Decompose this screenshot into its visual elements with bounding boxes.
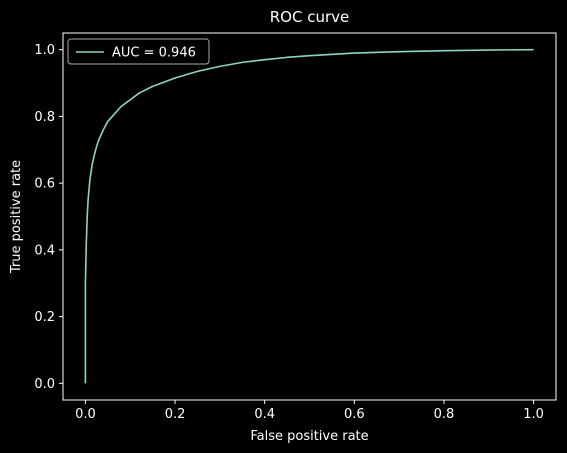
- y-tick-label: 0.4: [34, 243, 55, 258]
- x-tick-label: 0.0: [75, 407, 96, 422]
- y-tick-label: 0.8: [34, 110, 55, 125]
- chart-title: ROC curve: [270, 8, 350, 26]
- y-axis-label: True positive rate: [9, 160, 24, 274]
- legend-label: AUC = 0.946: [112, 46, 196, 61]
- x-tick-label: 0.8: [434, 407, 455, 422]
- legend: AUC = 0.946: [67, 38, 210, 65]
- roc-series-line: [84, 48, 534, 384]
- y-tick-label: 0.2: [34, 310, 55, 325]
- x-tick-label: 0.6: [344, 407, 365, 422]
- y-tick-label: 0.0: [34, 377, 55, 392]
- x-tick-label: 1.0: [523, 407, 544, 422]
- axes-frame: [62, 32, 557, 401]
- x-axis-label: False positive rate: [250, 429, 368, 444]
- y-tick-label: 1.0: [34, 43, 55, 58]
- x-tick-label: 0.4: [254, 407, 275, 422]
- plot-area: 0.0 0.2 0.4 0.6 0.8 1.0 0.0 0.2 0.4 0.6 0.8 1.0 AUC …: [34, 32, 557, 422]
- x-tick-label: 0.2: [165, 407, 186, 422]
- y-tick-label: 0.6: [34, 177, 55, 192]
- legend-box: [67, 38, 210, 65]
